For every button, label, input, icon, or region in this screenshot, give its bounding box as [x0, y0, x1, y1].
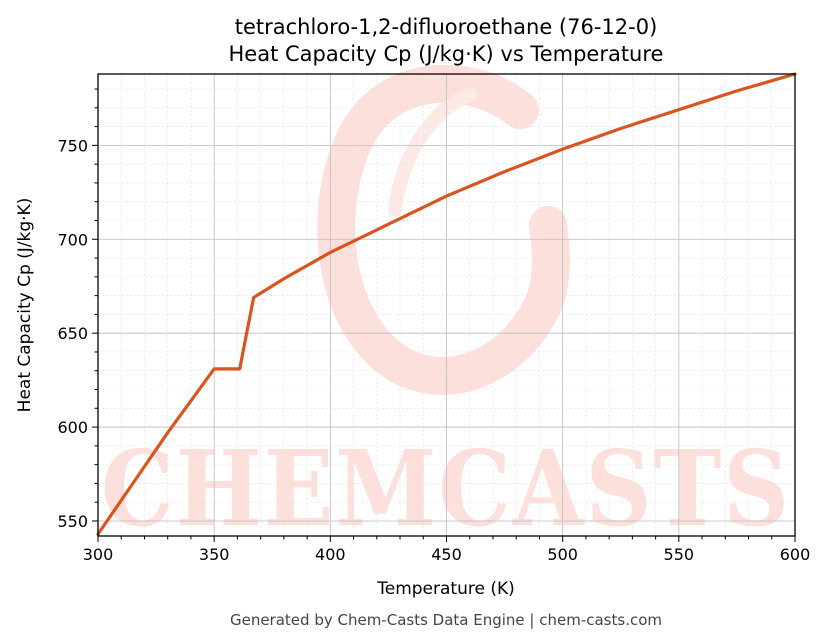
x-axis-label: Temperature (K)	[376, 579, 515, 599]
watermark-text: CHEMCASTS	[101, 427, 791, 550]
watermark: CHEMCASTS	[101, 64, 791, 550]
series-layer	[96, 72, 797, 536]
x-tick-label: 350	[199, 545, 230, 564]
y-tick-label: 600	[57, 418, 88, 437]
x-axis: 300 350 400 450 500 550 600	[83, 536, 811, 564]
x-tick-label: 550	[664, 545, 695, 564]
chart-title: tetrachloro-1,2-difluoroethane (76-12-0)	[235, 15, 658, 39]
y-tick-label: 550	[57, 512, 88, 531]
footer-credit: Generated by Chem-Casts Data Engine | ch…	[230, 611, 662, 629]
y-tick-label: 700	[57, 230, 88, 249]
x-tick-label: 300	[83, 545, 114, 564]
y-tick-label: 750	[57, 136, 88, 155]
x-tick-label: 600	[780, 545, 811, 564]
series-line-0	[96, 72, 797, 536]
y-axis: 550 600 650 700 750	[57, 88, 98, 531]
x-tick-label: 500	[547, 545, 578, 564]
x-tick-label: 400	[315, 545, 346, 564]
chart-subtitle: Heat Capacity Cp (J/kg·K) vs Temperature	[229, 42, 664, 66]
y-axis-label: Heat Capacity Cp (J/kg·K)	[15, 198, 35, 413]
y-tick-label: 650	[57, 324, 88, 343]
x-tick-label: 450	[431, 545, 462, 564]
watermark-logo-icon	[317, 64, 571, 395]
